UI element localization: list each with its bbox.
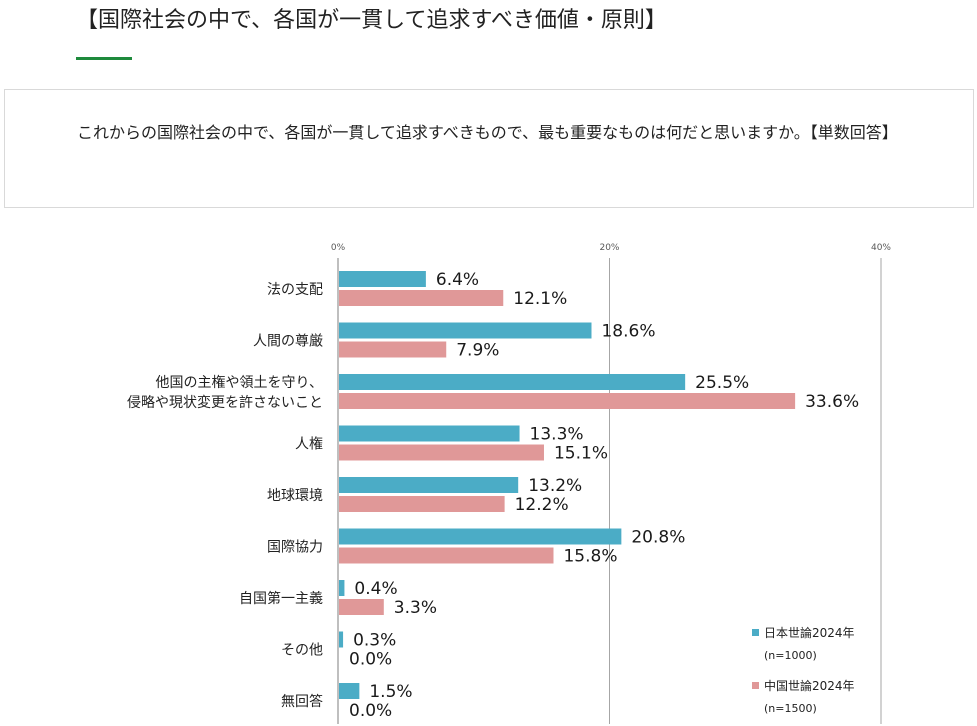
data-label: 25.5%: [695, 373, 749, 393]
category-label: 無回答: [281, 693, 323, 710]
bar-chart: 0% 20% 40% 法の支配 6.4% 12.1% 人間の尊厳 18.6% 7.9% 他国の主権…: [127, 243, 891, 724]
data-label: 18.6%: [601, 322, 655, 342]
x-tick-label: 0%: [331, 243, 346, 253]
legend-swatch: [752, 682, 759, 689]
bar-china: [339, 547, 554, 564]
category-label: 自国第一主義: [239, 590, 323, 607]
data-label: 7.9%: [456, 341, 499, 361]
bar-china: [339, 341, 447, 358]
data-label: 13.2%: [528, 476, 582, 496]
bar-japan: [339, 322, 592, 339]
data-label: 12.1%: [513, 289, 567, 309]
legend-sample: (n=1000): [764, 649, 817, 662]
data-label: 0.4%: [354, 579, 397, 599]
bar-japan: [339, 271, 426, 287]
data-label: 15.8%: [563, 547, 617, 567]
category-label: 侵略や現状変更を許さないこと: [127, 394, 323, 411]
data-label: 13.3%: [530, 425, 584, 445]
bar-japan: [339, 683, 360, 699]
data-label: 12.2%: [515, 495, 569, 515]
category-label: 人権: [295, 436, 323, 453]
data-label: 3.3%: [394, 598, 437, 618]
page-heading: 【国際社会の中で、各国が一貫して追求すべき価値・原則】: [76, 8, 667, 33]
category-label: 人間の尊厳: [253, 333, 323, 350]
category-label: 法の支配: [267, 282, 323, 298]
data-label: 0.3%: [353, 631, 396, 651]
bar-japan: [339, 580, 345, 596]
data-label: 15.1%: [554, 444, 608, 464]
data-label: 33.6%: [805, 392, 859, 412]
category-label: 地球環境: [267, 488, 323, 504]
question-text: これからの国際社会の中で、各国が一貫して追求すべきもので、最も重要なものは何だと…: [77, 123, 898, 142]
bar-japan: [339, 631, 344, 648]
bar-japan: [339, 374, 686, 390]
bar-china: [339, 599, 384, 615]
bar-china: [339, 290, 504, 306]
category-label: 国際協力: [267, 540, 323, 556]
heading-underline: [76, 57, 132, 60]
legend-swatch: [752, 629, 759, 636]
data-label: 0.0%: [349, 701, 392, 721]
data-label: 6.4%: [436, 270, 479, 290]
bar-china: [339, 496, 505, 512]
category-label: その他: [281, 643, 323, 659]
bar-china: [339, 444, 544, 461]
x-tick-label: 20%: [599, 243, 619, 253]
bar-japan: [339, 477, 519, 493]
bar-china: [339, 393, 796, 409]
data-label: 20.8%: [631, 528, 685, 548]
legend-label: 日本世論2024年: [764, 625, 855, 640]
question-box: これからの国際社会の中で、各国が一貫して追求すべきもので、最も重要なものは何だと…: [4, 89, 974, 208]
bar-japan: [339, 528, 622, 545]
data-label: 1.5%: [369, 682, 412, 702]
category-label: 他国の主権や領土を守り、: [156, 374, 323, 391]
bar-japan: [339, 425, 520, 442]
legend-sample: (n=1500): [764, 702, 817, 715]
data-label: 0.0%: [349, 650, 392, 670]
legend-label: 中国世論2024年: [764, 678, 855, 693]
x-tick-label: 40%: [871, 243, 891, 253]
